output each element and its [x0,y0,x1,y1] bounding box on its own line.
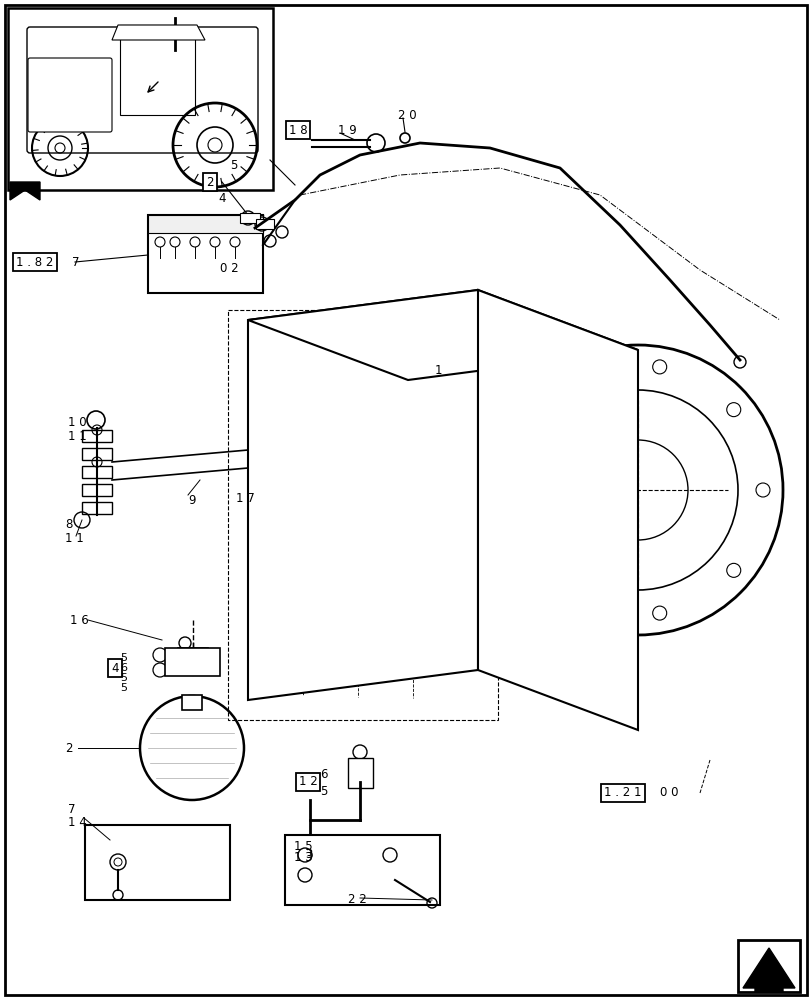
Text: 7: 7 [68,803,75,816]
Text: 8: 8 [65,518,72,530]
Bar [348,758,372,788]
Text: 1 . 2 1: 1 . 2 1 [603,786,641,799]
Text: 5: 5 [120,653,127,663]
Text: 1: 1 [435,363,442,376]
Bar [85,825,230,900]
Text: 5: 5 [120,673,127,683]
Text: 4: 4 [217,192,225,205]
Text: 5: 5 [120,683,127,693]
Bar [82,466,112,478]
Text: 1 1: 1 1 [68,430,87,442]
Bar [737,940,799,992]
Text: 0 0: 0 0 [659,786,678,799]
Text: 1 2: 1 2 [298,775,317,788]
Text: 1 6: 1 6 [70,613,88,626]
Bar [255,219,273,229]
Text: 1 1: 1 1 [65,532,84,544]
Text: 6: 6 [320,768,327,781]
Text: 1 4: 1 4 [68,816,87,829]
Bar [148,215,263,293]
FancyBboxPatch shape [28,58,112,132]
Text: 2: 2 [65,742,72,754]
Bar [82,484,112,496]
Bar [182,695,202,710]
Bar [82,448,112,460]
Bar [148,215,263,233]
Bar [165,648,220,676]
Polygon shape [10,182,40,200]
Text: 1 . 8 2: 1 . 8 2 [16,255,54,268]
Text: 7: 7 [72,255,79,268]
Bar [82,502,112,514]
Text: 1 9: 1 9 [337,124,356,137]
Text: 9: 9 [188,493,195,506]
Text: 1 5: 1 5 [294,840,312,853]
Text: 1 0: 1 0 [68,416,87,428]
Text: 1 3: 1 3 [294,851,312,864]
FancyBboxPatch shape [27,27,258,153]
Bar [178,648,208,666]
Polygon shape [742,948,794,992]
Text: 2: 2 [206,176,213,189]
Circle shape [400,133,410,143]
Bar [82,430,112,442]
Text: 2 2: 2 2 [348,893,367,906]
Polygon shape [247,290,478,700]
Bar [240,213,260,223]
Text: 3: 3 [305,848,312,861]
Polygon shape [478,290,637,730]
Text: 5: 5 [320,785,327,798]
Bar [8,8,272,190]
Polygon shape [112,25,204,40]
Text: 1 8: 1 8 [289,124,307,137]
Polygon shape [247,290,637,380]
Bar [323,335,423,370]
Text: 6: 6 [120,663,127,673]
Text: 1 7: 1 7 [236,491,255,504]
Text: 0 2: 0 2 [220,261,238,274]
Text: 2 0: 2 0 [397,109,416,122]
Text: 4: 4 [111,662,118,674]
Bar [120,25,195,115]
Bar [285,835,440,905]
Bar [307,320,437,380]
Text: 5: 5 [230,159,237,172]
